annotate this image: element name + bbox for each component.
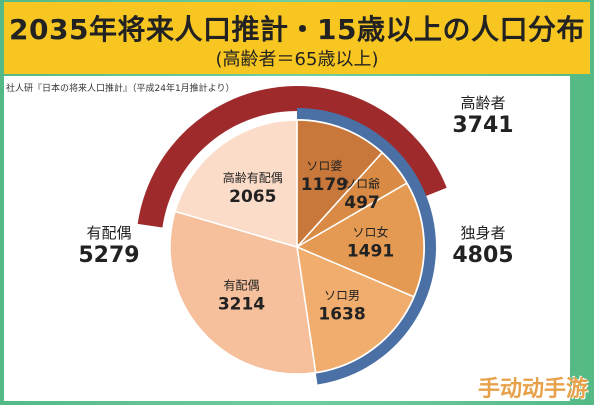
elderly-label-value: 3741 xyxy=(452,113,514,138)
single-label: 独身者 4805 xyxy=(448,222,518,268)
pie-slice-3 xyxy=(296,245,415,374)
pie-slice-0 xyxy=(296,119,384,249)
watermark: 手动动手游 xyxy=(477,377,588,402)
slice-value-3: 1638 xyxy=(318,304,365,324)
elderly-label-name: 高齢者 xyxy=(460,94,506,112)
slice-label-4: 有配偶 xyxy=(223,278,259,292)
elderly-label: 高齢者 3741 xyxy=(448,92,518,138)
slice-value-2: 1491 xyxy=(347,241,394,261)
pie-slice-2 xyxy=(295,182,425,298)
pie-slice-4 xyxy=(169,210,317,375)
slice-label-2: ソロ女 xyxy=(353,224,389,239)
slice-label-1: ソロ爺 xyxy=(344,177,380,191)
slice-value-1: 497 xyxy=(344,193,380,213)
source-note: 社人研『日本の将来人口推計』（平成24年1月推計より） xyxy=(6,84,235,94)
slice-value-0: 1179 xyxy=(301,175,348,195)
pie-slice-5 xyxy=(174,119,298,249)
elderly-group-ring xyxy=(137,85,447,228)
married-label: 有配偶 5279 xyxy=(74,222,144,268)
slice-label-3: ソロ男 xyxy=(324,288,360,302)
slice-label-5: 高齢有配偶 xyxy=(223,170,283,185)
slice-value-5: 2065 xyxy=(229,187,276,207)
slice-value-4: 3214 xyxy=(218,294,265,314)
slice-label-0: ソロ婆 xyxy=(306,159,342,173)
single-label-value: 4805 xyxy=(452,243,514,268)
chart-subtitle: (高齢者＝65歳以上) xyxy=(215,49,379,70)
single-label-name: 独身者 xyxy=(460,224,506,242)
married-label-value: 5279 xyxy=(78,243,140,268)
title-band: 2035年将来人口推計・15歳以上の人口分布 (高齢者＝65歳以上) xyxy=(4,2,590,74)
married-label-name: 有配偶 xyxy=(86,224,132,242)
chart-title: 2035年将来人口推計・15歳以上の人口分布 xyxy=(9,13,585,46)
